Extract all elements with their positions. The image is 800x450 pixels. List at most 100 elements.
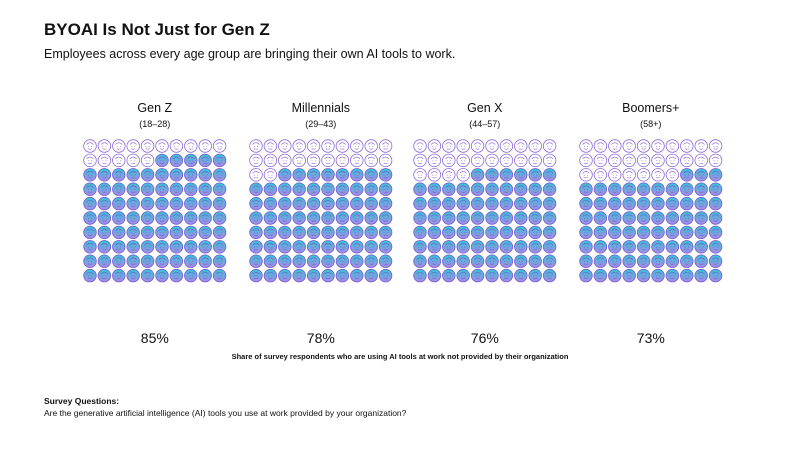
face-icon-filled [169, 182, 184, 196]
face-icon-empty [636, 153, 651, 168]
face-icon-filled [636, 254, 651, 268]
face-icon-empty [542, 139, 557, 153]
face-icon-filled [593, 211, 608, 225]
face-icon-filled [378, 196, 393, 211]
face-icon-empty [278, 153, 292, 168]
face-icon-filled [169, 196, 184, 211]
face-icon-empty [184, 139, 198, 153]
face-icon-empty [456, 153, 470, 168]
face-icon-filled [321, 225, 335, 240]
face-icon-empty [306, 153, 321, 168]
face-icon-filled [665, 211, 680, 225]
face-icon-filled [350, 168, 364, 182]
face-icon-filled [651, 268, 665, 283]
face-icon-filled [184, 211, 198, 225]
face-icon-filled [665, 268, 680, 283]
face-icon-filled [306, 168, 321, 182]
face-icon-filled [622, 211, 636, 225]
face-icon-filled [413, 240, 427, 254]
face-icon-filled [97, 225, 112, 240]
face-icon-filled [528, 211, 542, 225]
face-icon-filled [306, 225, 321, 240]
face-icon-filled [198, 268, 212, 283]
face-icon-empty [350, 153, 364, 168]
face-icon-filled [694, 168, 708, 182]
face-icon-empty [427, 168, 442, 182]
face-icon-filled [680, 268, 694, 283]
face-icon-filled [278, 182, 292, 196]
face-icon-filled [528, 240, 542, 254]
group-boomers: Boomers+ (58+) 73% [579, 101, 723, 346]
chart-caption: Share of survey respondents who are usin… [231, 352, 569, 361]
face-icon-filled [292, 240, 306, 254]
face-icon-empty [708, 153, 723, 168]
face-icon-filled [112, 225, 126, 240]
face-icon-filled [249, 182, 263, 196]
face-icon-filled [364, 240, 378, 254]
face-icon-filled [292, 268, 306, 283]
face-icon-filled [198, 153, 212, 168]
face-icon-empty [249, 153, 263, 168]
face-icon-filled [470, 211, 485, 225]
face-icon-filled [514, 168, 528, 182]
face-icon-filled [278, 240, 292, 254]
face-icon-filled [593, 268, 608, 283]
face-icon-filled [350, 254, 364, 268]
face-icon-filled [83, 268, 97, 283]
face-icon-filled [427, 254, 442, 268]
face-icon-filled [651, 240, 665, 254]
face-icon-filled [442, 182, 456, 196]
face-icon-filled [278, 168, 292, 182]
face-icon-filled [636, 211, 651, 225]
face-icon-empty [622, 153, 636, 168]
face-icon-filled [249, 268, 263, 283]
face-icon-filled [708, 196, 723, 211]
face-icon-filled [140, 211, 155, 225]
face-icon-filled [278, 225, 292, 240]
face-icon-filled [542, 168, 557, 182]
face-icon-filled [427, 211, 442, 225]
face-icon-filled [528, 182, 542, 196]
face-icon-filled [335, 225, 350, 240]
face-icon-filled [694, 240, 708, 254]
face-icon-filled [263, 254, 278, 268]
face-icon-filled [350, 225, 364, 240]
group-age-range: (44–57) [469, 119, 500, 129]
face-icon-filled [499, 254, 514, 268]
face-icon-filled [198, 168, 212, 182]
face-icon-empty [249, 168, 263, 182]
face-icon-empty [579, 153, 593, 168]
face-icon-filled [378, 268, 393, 283]
face-icon-filled [579, 211, 593, 225]
face-icon-filled [249, 196, 263, 211]
face-icon-empty [169, 139, 184, 153]
face-icon-filled [427, 268, 442, 283]
face-icon-filled [97, 168, 112, 182]
face-icon-filled [83, 240, 97, 254]
face-icon-filled [528, 254, 542, 268]
face-icon-filled [83, 254, 97, 268]
face-icon-empty [622, 139, 636, 153]
face-icon-empty [651, 168, 665, 182]
survey-question-text: Are the generative artificial intelligen… [44, 408, 407, 418]
face-icon-filled [665, 254, 680, 268]
face-icon-filled [499, 182, 514, 196]
face-icon-filled [278, 268, 292, 283]
face-icon-filled [442, 254, 456, 268]
face-icon-filled [456, 240, 470, 254]
face-icon-empty [470, 139, 485, 153]
face-icon-filled [378, 240, 393, 254]
face-icon-filled [593, 196, 608, 211]
face-icon-filled [292, 168, 306, 182]
face-icon-empty [456, 139, 470, 153]
face-icon-filled [470, 240, 485, 254]
face-icon-filled [306, 182, 321, 196]
face-icon-empty [306, 139, 321, 153]
face-icon-filled [694, 182, 708, 196]
face-icon-filled [608, 240, 622, 254]
face-icon-filled [335, 196, 350, 211]
face-icon-empty [608, 139, 622, 153]
face-icon-filled [427, 225, 442, 240]
face-icon-filled [126, 211, 140, 225]
face-icon-filled [514, 254, 528, 268]
